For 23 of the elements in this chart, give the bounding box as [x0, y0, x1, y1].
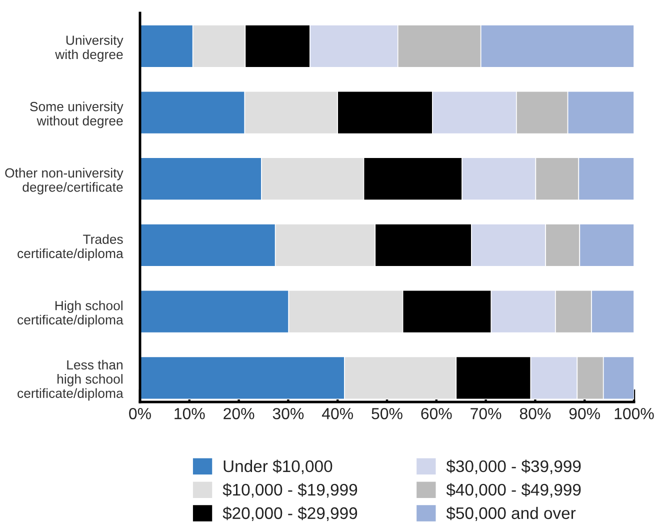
y-tick-label: Some university without degree [30, 102, 124, 128]
y-tick-label: Trades certificate/diploma [18, 234, 124, 261]
x-tick-label: 10% [174, 408, 205, 420]
x-tick-label: 50% [372, 408, 402, 420]
x-tick-label: 80% [520, 408, 551, 420]
x-tick-label: 20% [224, 408, 254, 420]
legend-label: $40,000 - $49,999 [446, 483, 581, 498]
y-tick-label: High school certificate/diploma [18, 300, 124, 328]
y-tick-label: Other non-university degree/certificate [5, 168, 124, 194]
x-tick-label: 60% [421, 408, 452, 420]
legend-label: $50,000 and over [446, 506, 576, 522]
legend-label: Under $10,000 [224, 460, 332, 474]
y-tick-label: Less than high school certificate/diploma [18, 360, 124, 401]
x-tick-label: 30% [272, 408, 304, 420]
x-tick-label: 70% [470, 408, 502, 420]
x-tick-label: 0% [129, 408, 151, 420]
x-tick-label: 90% [569, 408, 600, 420]
legend-label: $20,000 - $29,999 [222, 506, 358, 522]
y-tick-label: University with degree [55, 35, 124, 62]
x-tick-label: 40% [322, 408, 354, 420]
legend-label: $30,000 - $39,999 [446, 460, 581, 474]
legend-label: $10,000 - $19,999 [222, 483, 358, 498]
x-tick-label: 100% [614, 408, 654, 420]
